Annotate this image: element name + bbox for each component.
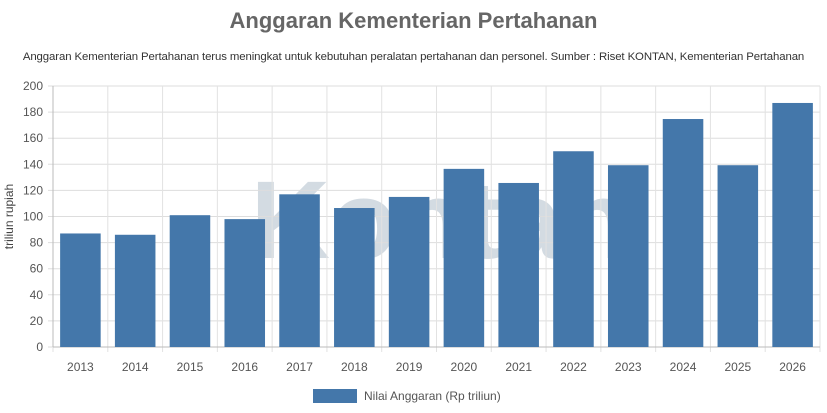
bar-2022 bbox=[553, 151, 594, 347]
bar-2024 bbox=[662, 119, 704, 347]
y-tick-label: 40 bbox=[30, 288, 44, 302]
y-tick-label: 120 bbox=[23, 183, 43, 197]
bar-2015 bbox=[169, 215, 211, 347]
y-tick-label: 180 bbox=[23, 105, 43, 119]
x-tick-label: 2026 bbox=[779, 360, 806, 374]
x-tick-label: 2013 bbox=[67, 360, 94, 374]
bar-2014 bbox=[114, 234, 156, 347]
x-tick-label: 2017 bbox=[286, 360, 313, 374]
y-axis-label: triliun rupiah bbox=[2, 184, 16, 249]
bar-2017 bbox=[279, 194, 320, 347]
y-tick-label: 160 bbox=[23, 131, 43, 145]
bar-2020 bbox=[443, 168, 485, 347]
x-tick-label: 2022 bbox=[560, 360, 587, 374]
bar-2019 bbox=[388, 196, 430, 347]
legend-label: Nilai Anggaran (Rp triliun) bbox=[364, 389, 501, 403]
y-tick-label: 200 bbox=[23, 79, 43, 93]
y-tick-label: 60 bbox=[30, 262, 44, 276]
y-tick-label: 0 bbox=[36, 340, 43, 354]
y-tick-label: 80 bbox=[30, 236, 44, 250]
x-tick-label: 2021 bbox=[505, 360, 532, 374]
chart-title: Anggaran Kementerian Pertahanan bbox=[229, 8, 598, 33]
bar-2025 bbox=[717, 165, 759, 347]
y-tick-label: 100 bbox=[23, 210, 43, 224]
y-tick-label: 20 bbox=[30, 314, 44, 328]
x-tick-label: 2016 bbox=[231, 360, 258, 374]
bar-2016 bbox=[224, 219, 266, 347]
x-tick-label: 2025 bbox=[724, 360, 751, 374]
x-tick-label: 2018 bbox=[341, 360, 368, 374]
x-tick-label: 2019 bbox=[396, 360, 423, 374]
bar-2026 bbox=[772, 102, 813, 347]
x-tick-label: 2020 bbox=[451, 360, 478, 374]
x-tick-label: 2024 bbox=[670, 360, 697, 374]
chart-subtitle: Anggaran Kementerian Pertahanan terus me… bbox=[22, 51, 805, 63]
bar-2021 bbox=[498, 182, 539, 347]
x-tick-label: 2014 bbox=[122, 360, 149, 374]
y-tick-label: 140 bbox=[23, 157, 43, 171]
x-tick-label: 2023 bbox=[615, 360, 642, 374]
bar-2013 bbox=[60, 233, 101, 347]
x-tick-label: 2015 bbox=[177, 360, 204, 374]
bar-2018 bbox=[334, 208, 375, 347]
legend-swatch bbox=[313, 389, 357, 403]
bar-2023 bbox=[607, 165, 649, 347]
